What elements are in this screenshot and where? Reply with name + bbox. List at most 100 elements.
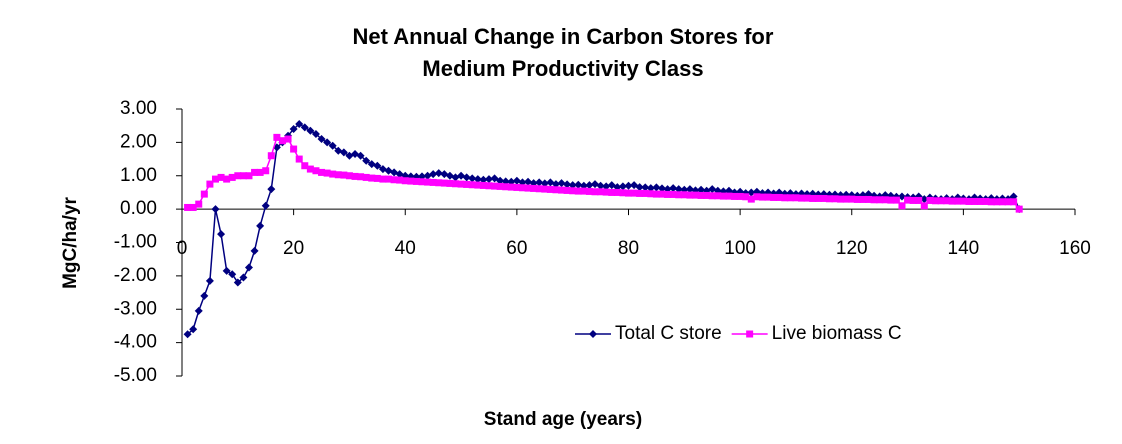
- point: [686, 191, 694, 199]
- point: [451, 180, 459, 188]
- point: [551, 180, 560, 189]
- point: [820, 194, 828, 202]
- point: [396, 176, 404, 184]
- point: [262, 167, 270, 175]
- point: [887, 196, 895, 204]
- point: [703, 191, 711, 199]
- point: [329, 170, 337, 178]
- point: [379, 175, 387, 183]
- point: [641, 183, 650, 192]
- point: [574, 180, 583, 189]
- point: [876, 196, 884, 204]
- point: [434, 169, 443, 178]
- point: [764, 193, 772, 201]
- point: [496, 176, 505, 185]
- point: [864, 195, 872, 203]
- point: [217, 173, 225, 181]
- point: [669, 184, 678, 193]
- point: [557, 179, 566, 188]
- point: [200, 190, 208, 198]
- point: [781, 194, 789, 202]
- point: [424, 178, 432, 186]
- point: [664, 190, 672, 198]
- point: [809, 194, 817, 202]
- point: [597, 188, 605, 196]
- point: [657, 184, 666, 193]
- point: [530, 184, 538, 192]
- point: [513, 183, 521, 191]
- point: [647, 190, 655, 198]
- point: [568, 181, 577, 190]
- point: [507, 183, 515, 191]
- point: [948, 197, 956, 205]
- y-axis-label: MgC/ha/yr: [60, 196, 81, 288]
- point: [217, 230, 226, 239]
- x-tick-label: 160: [1059, 238, 1091, 259]
- point: [250, 246, 259, 255]
- point: [484, 175, 493, 184]
- point: [859, 195, 867, 203]
- point: [602, 188, 610, 196]
- point: [954, 197, 962, 205]
- point: [635, 183, 644, 192]
- point: [658, 190, 666, 198]
- y-tick-label: -1.00: [114, 232, 157, 253]
- point: [987, 198, 995, 206]
- point: [340, 171, 348, 179]
- point: [306, 126, 315, 135]
- point: [641, 189, 649, 197]
- x-tick-label: 100: [724, 238, 756, 259]
- point: [206, 180, 214, 188]
- point: [719, 192, 727, 200]
- point: [261, 201, 270, 210]
- point: [625, 189, 632, 197]
- point: [920, 202, 928, 210]
- point: [200, 291, 209, 300]
- point: [563, 186, 571, 194]
- point: [680, 191, 688, 199]
- point: [468, 174, 477, 183]
- point: [446, 179, 454, 187]
- point: [251, 168, 259, 176]
- point: [300, 123, 309, 132]
- point: [233, 278, 242, 287]
- point: [758, 193, 766, 201]
- point: [803, 194, 811, 202]
- point: [312, 167, 320, 175]
- point: [401, 177, 409, 185]
- point: [491, 182, 499, 190]
- point: [892, 196, 900, 204]
- y-tick-label: -5.00: [114, 365, 157, 386]
- point: [618, 182, 627, 191]
- point: [585, 187, 593, 195]
- point: [909, 196, 917, 204]
- point: [412, 177, 420, 185]
- point: [222, 266, 231, 275]
- point: [591, 188, 599, 196]
- point: [982, 197, 990, 205]
- point: [613, 188, 621, 196]
- legend: Total C store Live biomass C: [575, 323, 902, 344]
- point: [998, 198, 1006, 206]
- point: [552, 186, 560, 194]
- point: [356, 151, 365, 160]
- point: [228, 270, 237, 279]
- point: [284, 135, 292, 143]
- point: [596, 181, 605, 190]
- point: [540, 179, 549, 188]
- point: [624, 181, 633, 190]
- point: [965, 197, 973, 205]
- chart-title: Net Annual Change in Carbon Stores for: [353, 24, 774, 49]
- point: [318, 168, 326, 176]
- legend-label: Live biomass C: [772, 323, 902, 344]
- point: [786, 194, 794, 202]
- point: [463, 180, 471, 188]
- point: [943, 197, 951, 205]
- point: [904, 196, 912, 204]
- point: [691, 191, 699, 199]
- point: [317, 135, 326, 144]
- point: [289, 125, 298, 134]
- point: [362, 173, 370, 181]
- point: [328, 141, 337, 150]
